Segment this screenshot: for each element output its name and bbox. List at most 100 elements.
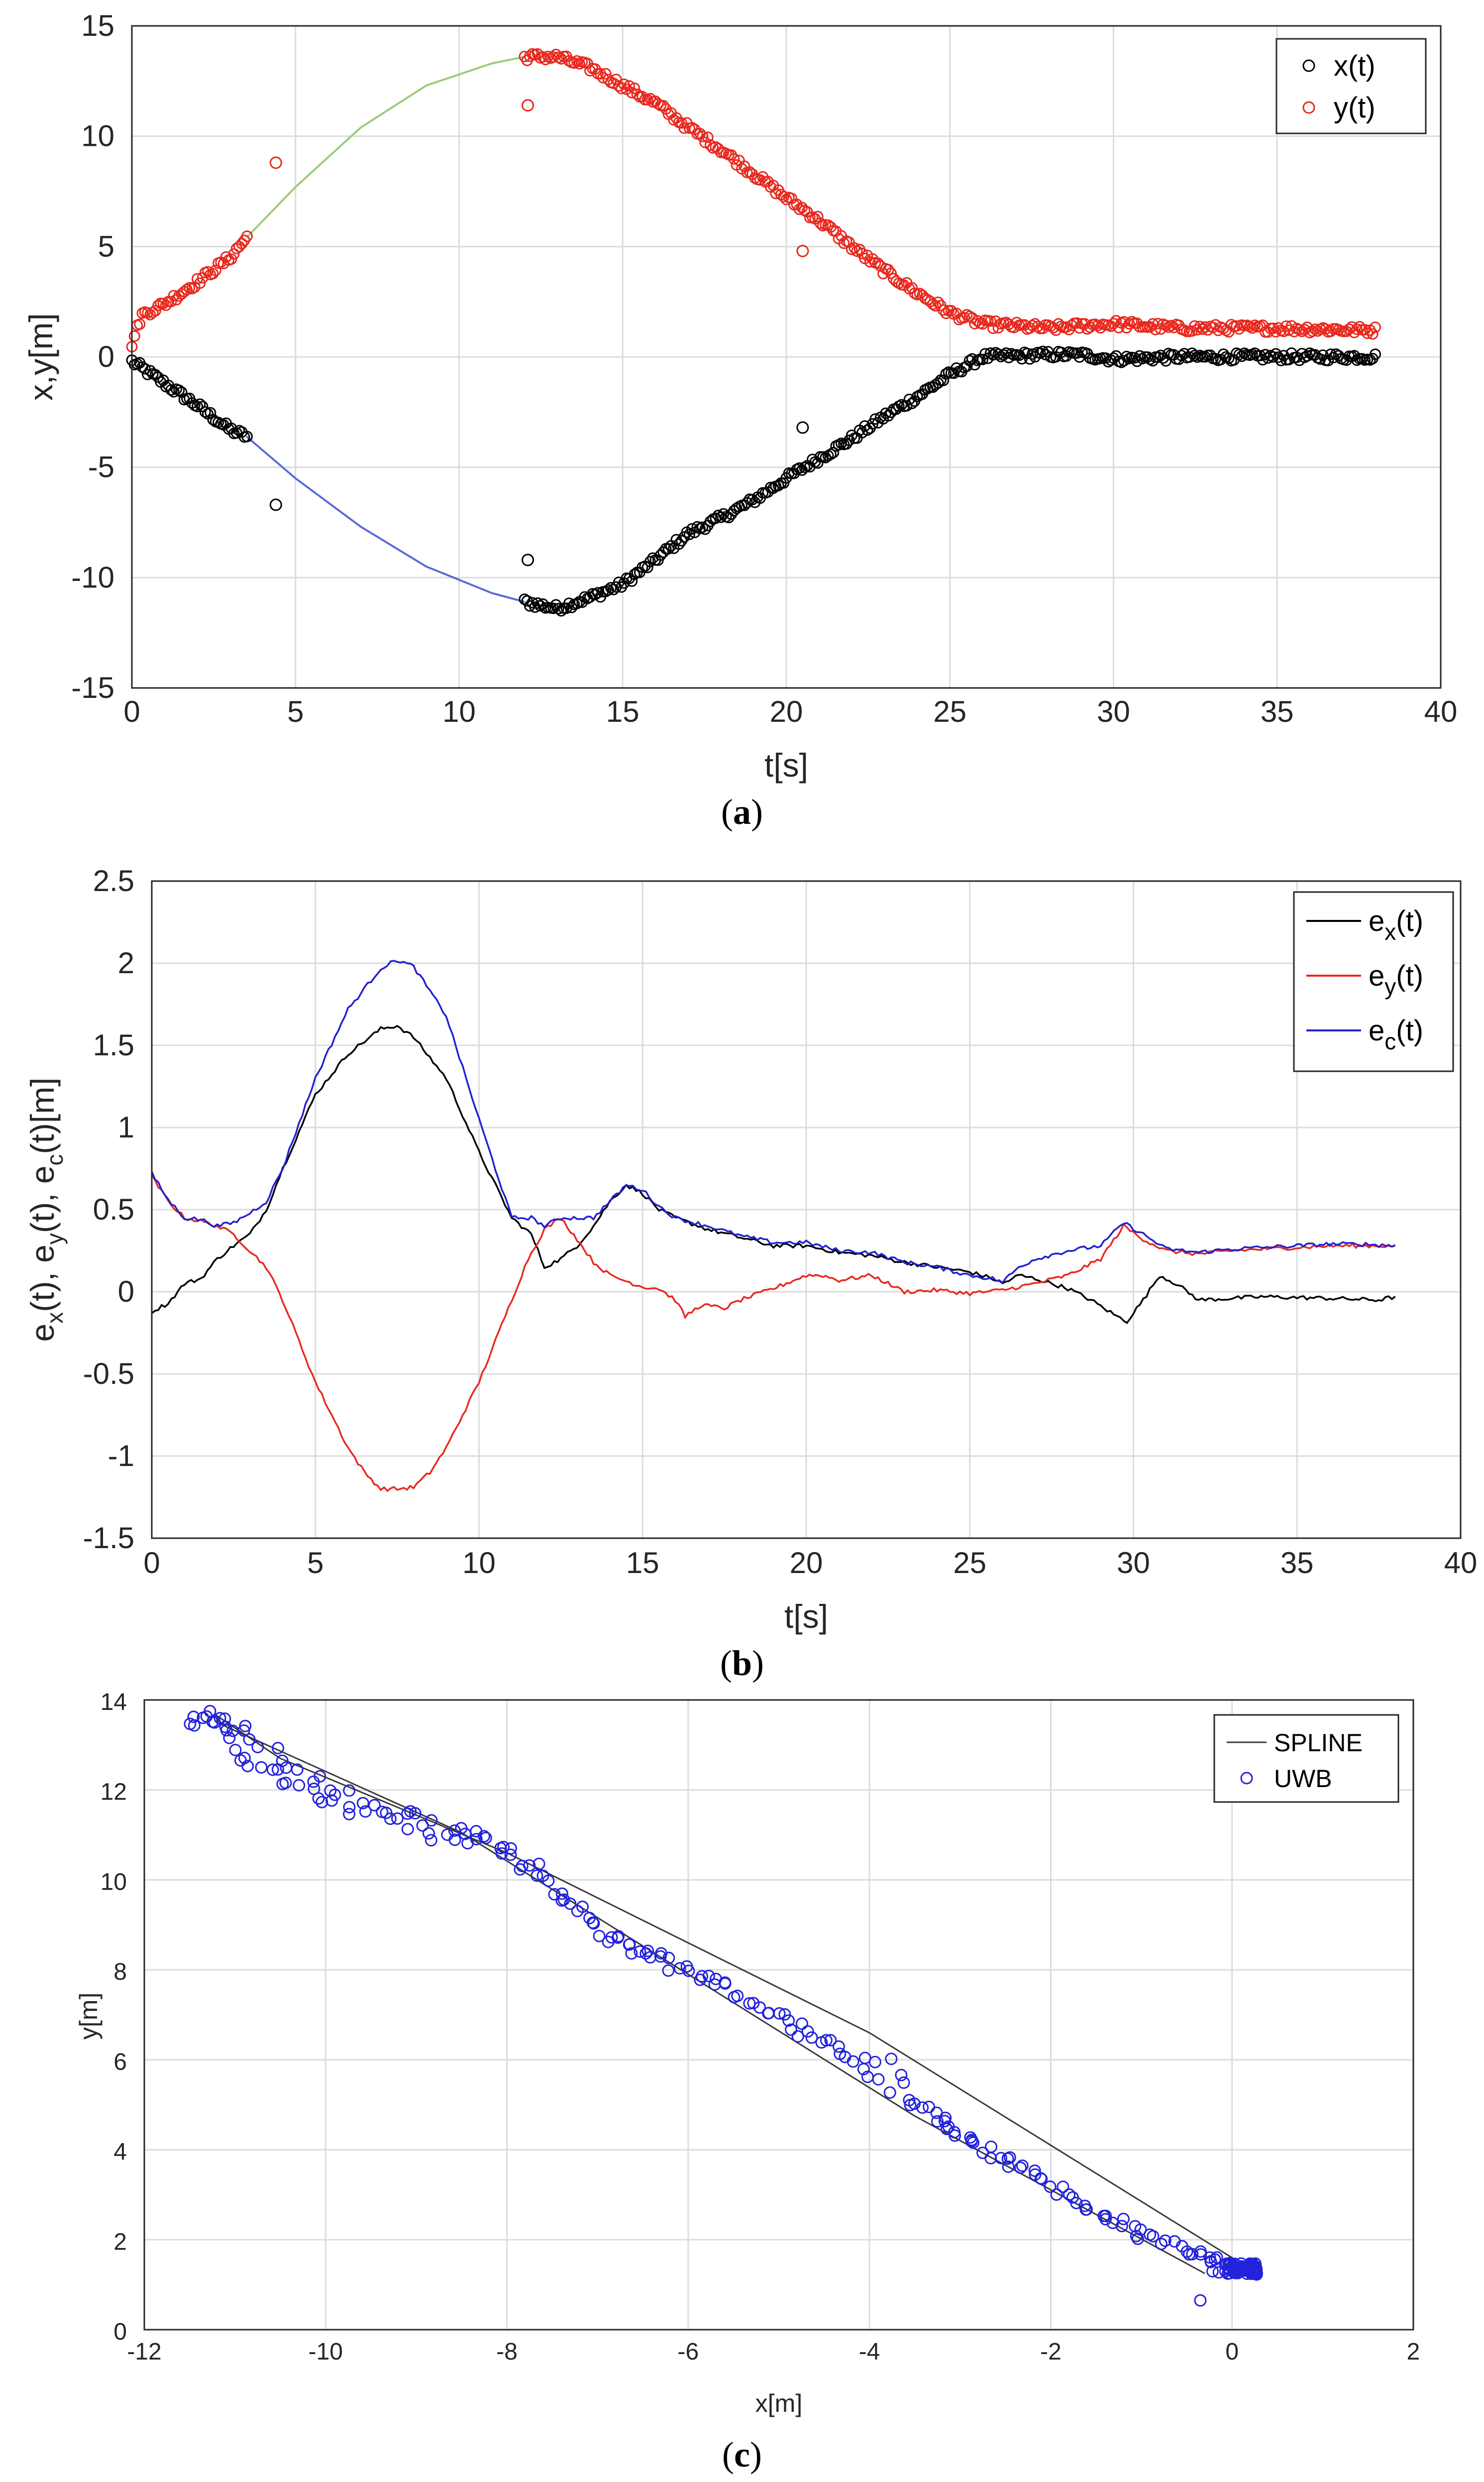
x(t)-point [1301, 350, 1313, 362]
y(t)-point [702, 131, 714, 143]
ec(t)-line [151, 960, 1396, 1284]
uwb-point [791, 2030, 804, 2043]
uwb-point [1159, 2234, 1171, 2247]
uwb-point [662, 1951, 675, 1964]
y(t)-point [1293, 324, 1305, 336]
uwb-point [1208, 2253, 1221, 2266]
x(t)-point [168, 386, 180, 398]
caption-a: (a) [721, 792, 763, 832]
y(t)-point [631, 88, 643, 100]
uwb-point [241, 1760, 254, 1773]
x-tick-label: -12 [127, 2339, 161, 2365]
axes-frame-b [151, 880, 1462, 1539]
uwb-point [593, 1929, 606, 1942]
uwb-point [343, 1784, 356, 1797]
uwb-point [422, 1827, 435, 1840]
y-tick-label: 2 [118, 946, 134, 980]
ex(t)-line [151, 1024, 1396, 1325]
y(t)-point [807, 211, 819, 223]
y(t)-point [584, 65, 596, 77]
y(t)-point [778, 191, 790, 203]
y-tick-label: 0 [113, 2319, 127, 2345]
x-tick-label: 2 [1407, 2339, 1420, 2365]
uwb-point [229, 1743, 242, 1756]
uwb-point [1180, 2245, 1193, 2258]
uwb-point [238, 1752, 251, 1765]
uwb-point [495, 1847, 508, 1860]
y-tick-label: -15 [71, 671, 114, 704]
uwb-point [523, 1859, 536, 1872]
grid-c [144, 1700, 1413, 2330]
y(t)-point [1196, 323, 1208, 335]
uwb-point [795, 2017, 808, 2030]
y-tick-label: 15 [81, 9, 114, 42]
y(t)-point [657, 100, 669, 112]
uwb-point [356, 1797, 369, 1809]
uwb-point [847, 2055, 859, 2068]
y(t)-point [194, 277, 206, 289]
uwb-point [923, 2100, 936, 2113]
uwb-point [1050, 2188, 1063, 2201]
y-tick-label: -0.5 [83, 1357, 134, 1390]
uwb-point [1117, 2213, 1130, 2226]
uwb-point [401, 1807, 414, 1820]
uwb-point [479, 1831, 492, 1844]
uwb-point [1063, 2188, 1076, 2201]
x(t)-point [697, 521, 709, 533]
y(t)-point [181, 284, 193, 296]
x-axis-label-a: t[s] [764, 747, 808, 784]
x(t)-point [1325, 348, 1337, 360]
x(t)-point [531, 597, 543, 609]
y-tick-label: 2 [113, 2229, 127, 2255]
y-tick-label: 14 [101, 1689, 127, 1715]
y-tick-label: 12 [101, 1779, 127, 1805]
y-tick-label: 6 [113, 2049, 127, 2075]
x(t)-point [1327, 351, 1339, 363]
x(t)-point [828, 447, 840, 458]
uwb-point [359, 1805, 372, 1818]
uwb-point [555, 1887, 568, 1900]
legend-a: x(t) y(t) [1275, 38, 1427, 134]
uwb-point [965, 2135, 978, 2148]
uwb-point [187, 1710, 200, 1723]
y(t)-outlier [522, 99, 534, 112]
x(t)-outlier [269, 498, 282, 511]
y(t)-point [600, 68, 612, 80]
uwb-point [271, 1763, 284, 1776]
uwb-point [623, 1938, 636, 1951]
y-tick-label: -5 [88, 451, 114, 484]
legend-c: SPLINE UWB [1213, 1714, 1399, 1803]
uwb-point [883, 2086, 896, 2099]
y(t)-outlier [796, 244, 809, 257]
uwb-point [1016, 2159, 1029, 2172]
x(t)-point [772, 479, 784, 491]
uwb-point [208, 1716, 221, 1729]
legend-marker-x [1302, 59, 1315, 72]
y-tick-label: 4 [113, 2139, 127, 2165]
uwb-point [220, 1724, 233, 1737]
uwb-point [255, 1761, 268, 1774]
uwb-point [680, 1960, 693, 1973]
uwb-point [625, 1947, 638, 1960]
x(t)-point [644, 556, 656, 567]
chart-panel-c: -12 -10 -8 -6 -4 -2 0 2 14 12 10 8 6 4 2 0 x[m] y[m] SP… [75, 1689, 1420, 2475]
x(t)-point [662, 543, 674, 555]
x-tick-label: -4 [859, 2339, 880, 2365]
y(t)-point [1367, 328, 1378, 340]
y(t)-point [1246, 322, 1258, 334]
legend-label-ec: ec(t) [1369, 1015, 1423, 1054]
uwb-point [478, 1830, 491, 1843]
uwb-point [1080, 2203, 1093, 2216]
uwb-point [673, 1962, 686, 1975]
uwb-point [834, 2047, 847, 2060]
grid-b [152, 881, 1461, 1538]
x(t)-point [589, 588, 601, 600]
y-tick-label: 10 [101, 1869, 127, 1895]
x(t)-point [571, 598, 583, 610]
uwb-point [868, 2055, 881, 2068]
x(t)-point [1026, 348, 1038, 360]
y(t)-point [152, 300, 164, 312]
y(t)-point [770, 188, 782, 200]
y(t)-point [1123, 318, 1135, 330]
uwb-point [938, 2115, 951, 2128]
